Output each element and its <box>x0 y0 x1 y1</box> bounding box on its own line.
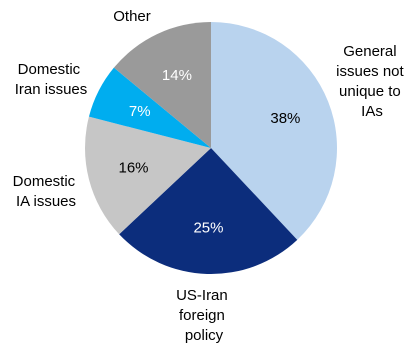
pie-value-label: 14% <box>162 67 192 84</box>
label-domestic-iran-issues: Domestic Iran issues <box>15 61 88 98</box>
label-domestic-ia-issues: Domestic IA issues <box>13 173 80 210</box>
label-general-issues: General issues not unique to IAs <box>336 43 408 120</box>
percentage-labels: 38% 25% 16% 7% 14% <box>118 67 300 236</box>
pie-slice-general-issues-not-unique-to-ias <box>211 22 338 240</box>
pie-slices <box>85 22 338 274</box>
label-other: Other <box>113 8 151 25</box>
pie-slice-other <box>113 22 211 148</box>
pie-value-label: 25% <box>193 219 223 236</box>
pie-slice-domestic-ia-issues <box>85 116 211 235</box>
label-us-iran-foreign-policy: US-Iran foreign policy <box>176 287 232 344</box>
pie-value-label: 38% <box>270 110 300 127</box>
pie-value-label: 16% <box>118 159 148 176</box>
pie-slice-us-iran-foreign-policy <box>119 148 298 274</box>
pie-value-label: 7% <box>129 103 151 120</box>
pie-slice-domestic-iran-issues <box>88 67 211 148</box>
